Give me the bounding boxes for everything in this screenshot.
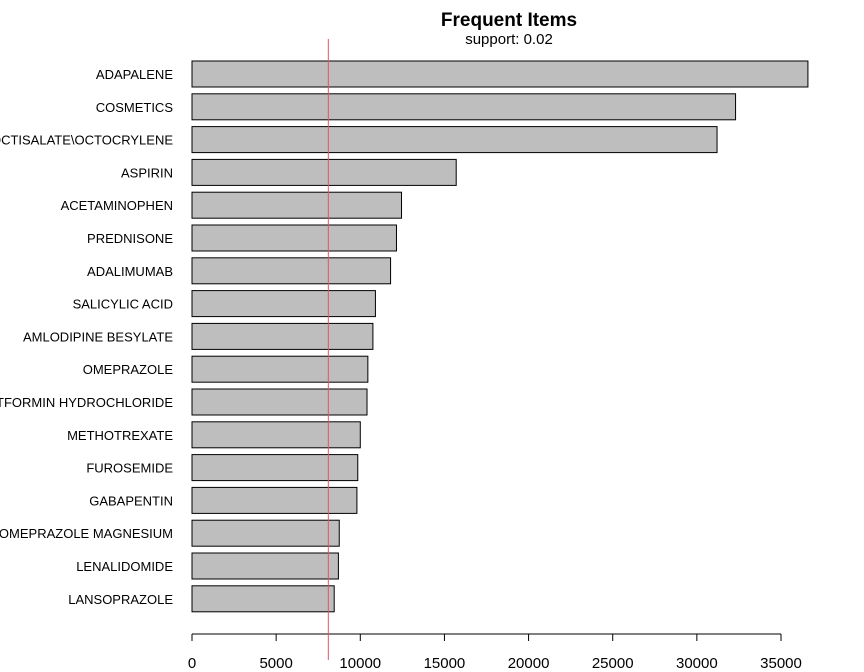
category-label: ADALIMUMAB — [87, 264, 173, 279]
category-label: GABAPENTIN — [89, 493, 173, 508]
x-tick-label: 30000 — [676, 655, 718, 672]
category-label: LANSOPRAZOLE — [68, 592, 173, 607]
bars-group — [191, 60, 809, 613]
category-label: ESOMEPRAZOLE MAGNESIUM — [0, 526, 173, 541]
chart-title: Frequent Items — [441, 10, 577, 31]
category-label: FUROSEMIDE — [86, 461, 173, 476]
bar-octisalate-octocrylene — [191, 126, 718, 154]
category-labels: ADAPALENE COSMETICS OCTISALATE\OCTOCRYLENE… — [0, 67, 173, 607]
bar-cosmetics — [191, 93, 737, 121]
chart-subtitle: support: 0.02 — [465, 31, 553, 48]
category-label: OMEPRAZOLE — [83, 362, 174, 377]
x-axis: 0 5000 10000 15000 20000 25000 30000 35000 — [188, 633, 802, 672]
category-label: METHOTREXATE — [67, 428, 173, 443]
bar-omeprazole — [191, 355, 369, 383]
category-label: LENALIDOMIDE — [76, 559, 173, 574]
category-label: PREDNISONE — [87, 231, 173, 246]
category-label: ASPIRIN — [121, 165, 173, 180]
bar-esomeprazole-magnesium — [191, 519, 340, 547]
bar-metformin-hydrochloride — [191, 388, 368, 416]
bar-prednisone — [191, 224, 397, 252]
category-label: ADAPALENE — [96, 67, 173, 82]
category-label: OCTISALATE\OCTOCRYLENE — [0, 133, 173, 148]
x-tick-label: 20000 — [508, 655, 550, 672]
x-tick-label: 25000 — [592, 655, 634, 672]
x-tick-label: 10000 — [339, 655, 381, 672]
bar-gabapentin — [191, 486, 358, 514]
x-tick-label: 0 — [188, 655, 196, 672]
bar-amlodipine-besylate — [191, 322, 374, 350]
x-tick-label: 15000 — [424, 655, 466, 672]
bar-methotrexate — [191, 421, 361, 449]
category-label: METFORMIN HYDROCHLORIDE — [0, 395, 173, 410]
x-tick-label: 5000 — [259, 655, 292, 672]
bar-acetaminophen — [191, 191, 403, 219]
bar-lenalidomide — [191, 552, 339, 580]
category-label: SALICYLIC ACID — [73, 297, 173, 312]
category-label: ACETAMINOPHEN — [61, 198, 173, 213]
bar-salicylic-acid — [191, 290, 376, 318]
bar-adalimumab — [191, 257, 392, 285]
bar-lansoprazole — [191, 585, 335, 613]
category-label: COSMETICS — [96, 100, 174, 115]
bar-aspirin — [191, 158, 457, 186]
bar-adapalene — [191, 60, 809, 88]
x-tick-label: 35000 — [760, 655, 802, 672]
category-label: AMLODIPINE BESYLATE — [23, 329, 173, 344]
bar-furosemide — [191, 454, 359, 482]
